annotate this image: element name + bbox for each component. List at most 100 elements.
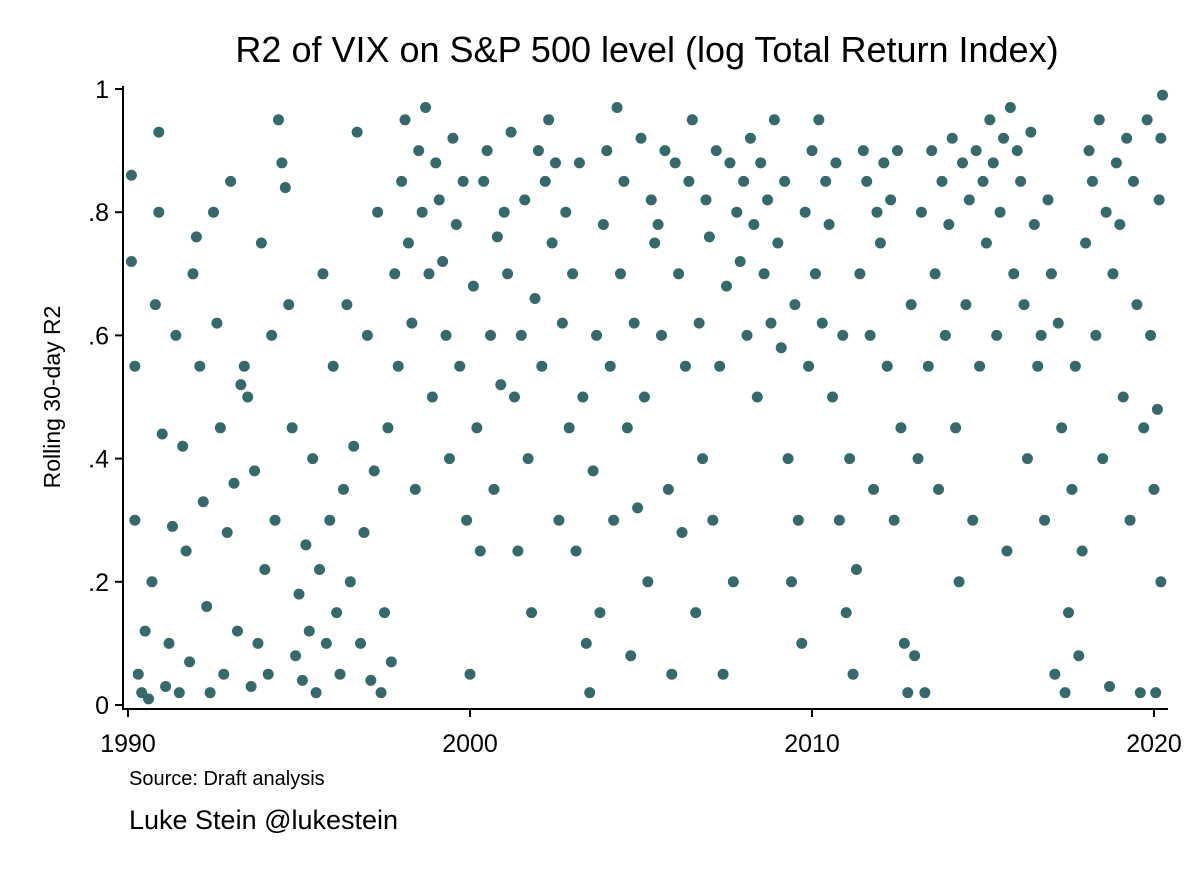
data-point [218, 668, 230, 680]
data-point [649, 237, 661, 249]
data-point [809, 268, 821, 280]
data-point [864, 329, 876, 341]
data-point [420, 101, 432, 113]
data-point [1110, 157, 1122, 169]
data-point [160, 681, 172, 693]
data-point [1052, 317, 1064, 329]
data-point [693, 317, 705, 329]
data-point [734, 255, 746, 267]
data-point [960, 299, 972, 311]
data-point [194, 360, 206, 372]
y-tick-label: .4 [88, 446, 109, 474]
data-point [1097, 453, 1109, 465]
data-point [290, 650, 302, 662]
data-point [563, 422, 575, 434]
data-point [262, 668, 274, 680]
data-point [245, 681, 257, 693]
data-point [125, 169, 137, 181]
data-point [1090, 329, 1102, 341]
data-point [204, 687, 216, 699]
data-point [909, 650, 921, 662]
data-point [963, 194, 975, 206]
data-point [847, 668, 859, 680]
data-point [385, 656, 397, 668]
data-point [898, 637, 910, 649]
data-point [1131, 299, 1143, 311]
data-point [837, 329, 849, 341]
data-point [799, 206, 811, 218]
data-point [1104, 681, 1116, 693]
data-point [522, 453, 534, 465]
data-point [912, 453, 924, 465]
chart-title: R2 of VIX on S&P 500 level (log Total Re… [235, 29, 1058, 70]
data-point [307, 453, 319, 465]
x-tick-label: 2010 [784, 730, 840, 758]
data-point [166, 520, 178, 532]
data-point [536, 360, 548, 372]
data-point [1153, 194, 1165, 206]
data-point [871, 206, 883, 218]
data-point [279, 182, 291, 194]
data-point [587, 465, 599, 477]
data-point [1100, 206, 1112, 218]
data-point [1025, 126, 1037, 138]
data-point [714, 360, 726, 372]
data-point [868, 483, 880, 495]
data-point [604, 360, 616, 372]
data-point [443, 453, 455, 465]
data-point [1073, 650, 1085, 662]
data-point [471, 422, 483, 434]
data-point [177, 440, 189, 452]
data-point [850, 563, 862, 575]
data-point [697, 453, 709, 465]
data-point [974, 360, 986, 372]
data-point [679, 360, 691, 372]
data-point [1157, 89, 1169, 101]
data-point [748, 219, 760, 231]
data-point [806, 145, 818, 157]
data-point [1021, 453, 1033, 465]
data-point [618, 175, 630, 187]
data-point [700, 194, 712, 206]
data-point [170, 329, 182, 341]
data-point [1107, 268, 1119, 280]
data-point [276, 157, 288, 169]
data-point [1001, 545, 1013, 557]
data-point [1018, 299, 1030, 311]
data-point [980, 237, 992, 249]
x-tick-label: 2000 [442, 730, 498, 758]
data-point [231, 625, 243, 637]
data-point [1121, 132, 1133, 144]
data-point [249, 465, 261, 477]
data-point [724, 157, 736, 169]
data-point [467, 280, 479, 292]
data-point [481, 145, 493, 157]
data-point [881, 360, 893, 372]
data-point [464, 668, 476, 680]
data-point [874, 237, 886, 249]
data-point [991, 329, 1003, 341]
points-layer [125, 89, 1169, 705]
data-point [153, 126, 165, 138]
data-point [1045, 268, 1057, 280]
data-point [1056, 422, 1068, 434]
data-point [1063, 607, 1074, 619]
data-point [792, 514, 804, 526]
data-point [686, 114, 698, 126]
data-point [1155, 576, 1167, 588]
data-point [331, 607, 343, 619]
data-point [392, 360, 404, 372]
data-point [1155, 132, 1167, 144]
data-point [755, 157, 767, 169]
data-point [1145, 329, 1157, 341]
data-point [539, 175, 551, 187]
y-tick-label: 0 [95, 692, 109, 720]
data-point [125, 255, 137, 267]
data-point [546, 237, 558, 249]
data-point [355, 637, 367, 649]
data-point [922, 360, 934, 372]
data-point [143, 693, 155, 705]
data-point [813, 114, 825, 126]
data-point [399, 114, 411, 126]
data-point [1066, 483, 1078, 495]
